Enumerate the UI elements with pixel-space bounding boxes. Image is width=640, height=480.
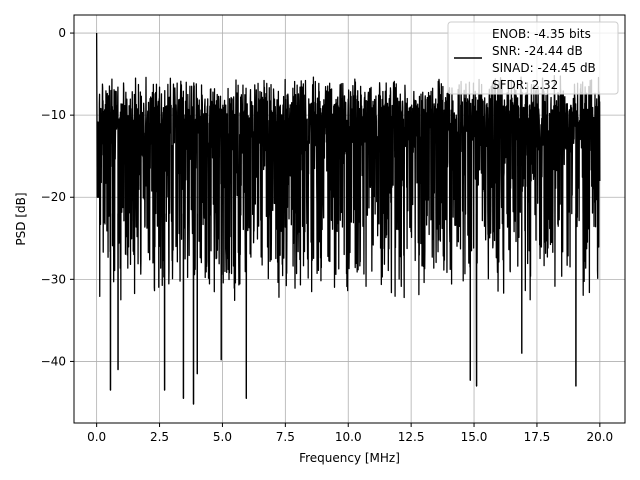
y-axis-ticks: 0 −10 −20 −30 −40 (41, 26, 74, 368)
x-tick-label: 10.0 (335, 430, 362, 444)
axes-frame (73, 14, 626, 424)
x-tick-label: 7.5 (276, 430, 295, 444)
legend-sinad: SINAD: -24.45 dB (492, 61, 596, 75)
x-tick-label: 20.0 (586, 430, 613, 444)
y-tick-label: −20 (41, 190, 66, 204)
x-tick-label: 12.5 (398, 430, 425, 444)
y-tick-label: −30 (41, 272, 66, 286)
psd-line (95, 33, 601, 405)
x-axis-ticks: 0.0 2.5 5.0 7.5 10.0 12.5 15.0 17.5 20.0 (87, 423, 613, 444)
legend: ENOB: -4.35 bits SNR: -24.44 dB SINAD: -… (447, 21, 619, 95)
legend-snr: SNR: -24.44 dB (492, 44, 583, 58)
x-tick-label: 17.5 (524, 430, 551, 444)
y-tick-label: −10 (41, 108, 66, 122)
legend-enob: ENOB: -4.35 bits (492, 27, 591, 41)
x-axis-label: Frequency [MHz] (299, 451, 400, 465)
legend-box (447, 21, 619, 95)
psd-series (95, 33, 601, 405)
x-tick-label: 5.0 (213, 430, 232, 444)
y-tick-label: 0 (58, 26, 66, 40)
legend-sfdr: SFDR: 2.32 (492, 78, 558, 92)
y-tick-label: −40 (41, 354, 66, 368)
x-tick-label: 0.0 (87, 430, 106, 444)
x-tick-label: 2.5 (150, 430, 169, 444)
x-tick-label: 15.0 (461, 430, 488, 444)
y-axis-label: PSD [dB] (14, 192, 28, 245)
